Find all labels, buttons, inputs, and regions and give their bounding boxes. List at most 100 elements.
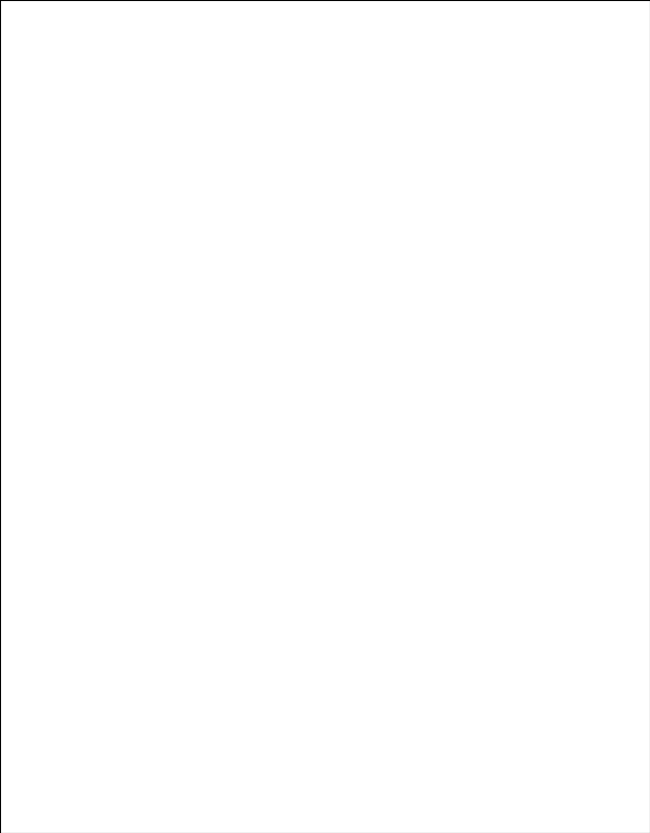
Point <box>315 644 326 657</box>
Point <box>122 757 132 771</box>
Point <box>367 636 377 649</box>
Point <box>365 648 375 661</box>
Point <box>21 631 31 645</box>
Point <box>296 646 306 659</box>
Point <box>127 645 137 658</box>
Point <box>292 638 303 651</box>
Point <box>291 650 301 663</box>
Point <box>266 636 276 649</box>
Point <box>138 650 149 663</box>
Point <box>136 636 146 650</box>
Point <box>29 657 40 671</box>
Point <box>256 626 266 639</box>
Point <box>367 614 377 627</box>
Point <box>260 621 270 635</box>
Point <box>369 648 380 661</box>
Point <box>26 641 36 655</box>
Point <box>136 646 147 660</box>
Bar <box>574 702 621 816</box>
Point <box>101 730 112 743</box>
Point <box>247 736 257 750</box>
Point <box>248 741 259 754</box>
Point <box>259 646 270 659</box>
Point <box>24 649 34 662</box>
Point <box>132 642 142 656</box>
Point <box>337 652 347 666</box>
Point <box>338 646 348 659</box>
Point <box>303 645 313 658</box>
Point <box>101 759 111 772</box>
Point <box>111 635 122 648</box>
Point <box>250 639 260 652</box>
Point <box>348 649 359 662</box>
Point <box>36 634 46 647</box>
Point <box>360 632 370 646</box>
Point <box>138 641 149 655</box>
Point <box>295 618 306 631</box>
Point <box>347 621 358 634</box>
Point <box>265 664 276 677</box>
Point <box>99 741 109 754</box>
Point <box>263 635 273 648</box>
Point <box>22 633 32 646</box>
Point <box>365 642 375 656</box>
Point <box>358 635 369 648</box>
Point <box>107 627 118 641</box>
Point <box>363 631 373 645</box>
Point <box>259 632 270 646</box>
Point <box>257 635 268 648</box>
Point <box>263 621 274 634</box>
Point <box>366 627 376 641</box>
Point <box>136 641 147 654</box>
Point <box>111 613 122 626</box>
Point <box>358 635 368 648</box>
Point <box>256 642 266 656</box>
Point <box>333 631 343 644</box>
Point <box>120 731 131 744</box>
Point <box>329 627 339 641</box>
Point <box>359 651 370 664</box>
Point <box>357 641 367 654</box>
Point <box>363 641 373 655</box>
Point <box>24 731 34 744</box>
Point <box>252 642 262 656</box>
Point <box>112 631 122 645</box>
Point <box>252 734 262 747</box>
Point <box>135 631 145 644</box>
Point <box>278 641 288 654</box>
Point <box>29 634 39 647</box>
Point <box>250 636 260 650</box>
Point <box>340 646 350 659</box>
Point <box>367 632 378 646</box>
Point <box>268 637 278 651</box>
Point <box>358 642 369 656</box>
Point <box>331 624 341 637</box>
Point <box>114 643 124 656</box>
Point <box>31 645 41 658</box>
Point <box>27 627 37 641</box>
Point <box>257 611 268 625</box>
Point <box>364 632 374 646</box>
Text: 6: 6 <box>206 23 211 32</box>
Point <box>260 640 270 653</box>
Point <box>333 629 343 642</box>
Point <box>371 626 382 639</box>
Point <box>128 647 138 661</box>
Point <box>250 750 260 763</box>
Point <box>363 645 373 658</box>
Point <box>137 627 148 641</box>
Point <box>344 633 355 646</box>
Point <box>338 623 348 636</box>
Point <box>362 626 372 640</box>
Point <box>265 639 276 652</box>
Point <box>318 625 329 638</box>
Point <box>259 635 269 648</box>
Point <box>350 641 360 654</box>
Point <box>57 636 68 650</box>
Point <box>370 636 380 649</box>
Point <box>263 624 274 637</box>
Point <box>261 661 271 675</box>
Point <box>252 622 263 636</box>
Point <box>267 644 278 657</box>
Point <box>261 623 272 636</box>
